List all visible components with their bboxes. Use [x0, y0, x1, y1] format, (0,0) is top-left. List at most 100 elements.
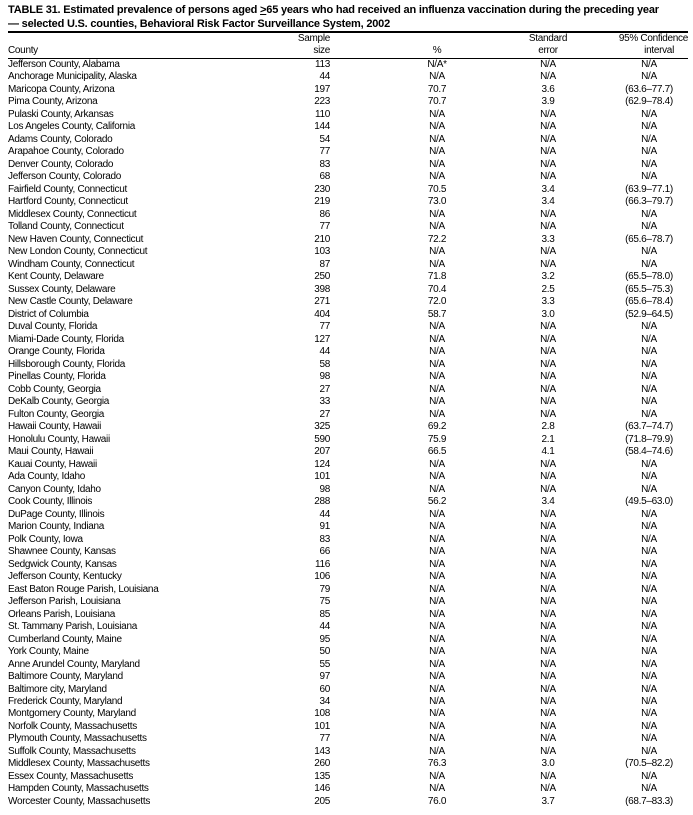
county-cell: Baltimore County, Maryland — [8, 671, 123, 682]
sample-size-cell: 75 — [319, 596, 330, 608]
confidence-interval-cell: N/A — [641, 358, 657, 370]
confidence-interval-cell: (52.9–64.5) — [625, 308, 673, 320]
percent-cell: 70.5 — [427, 183, 447, 195]
confidence-interval-cell: N/A — [641, 621, 657, 633]
sample-size-cell: 146 — [314, 783, 330, 795]
sample-size-cell: 77 — [319, 733, 330, 745]
county-cell: Middlesex County, Connecticut — [8, 208, 137, 220]
confidence-interval-cell: N/A — [641, 258, 657, 270]
percent-cell: N/A — [429, 171, 445, 183]
standard-error-cell: N/A — [540, 671, 556, 682]
table-row: Marion County, Indiana 91 N/A N/A N/A — [0, 521, 693, 534]
standard-error-cell: N/A — [540, 158, 556, 170]
table-row: Duval County, Florida 77 N/A N/A N/A — [0, 321, 693, 334]
percent-cell: 75.9 — [427, 433, 447, 445]
county-cell: New Haven County, Connecticut — [8, 233, 144, 245]
percent-cell: N/A — [429, 246, 445, 258]
standard-error-cell: 3.4 — [541, 496, 555, 508]
standard-error-cell: N/A — [540, 383, 556, 395]
table-row: Pulaski County, Arkansas 110 N/A N/A N/A — [0, 109, 693, 122]
table-row: Hillsborough County, Florida 58 N/A N/A N/A — [0, 359, 693, 372]
table-row: Jefferson County, Colorado 68 N/A N/A N/A — [0, 171, 693, 184]
percent-cell: 73.0 — [427, 196, 447, 208]
table-row: Jefferson County, Kentucky 106 N/A N/A N/A — [0, 571, 693, 584]
county-cell: Kent County, Delaware — [8, 271, 104, 283]
standard-error-cell: N/A — [540, 371, 556, 383]
table-row: Anchorage Municipality, Alaska 44 N/A N/A N/… — [0, 71, 693, 84]
percent-cell: N/A — [429, 608, 445, 620]
county-cell: Plymouth County, Massachusetts — [8, 733, 147, 745]
percent-cell: N/A — [429, 208, 445, 220]
county-cell: Miami-Dade County, Florida — [8, 333, 124, 345]
confidence-interval-cell: N/A — [641, 396, 657, 408]
greater-or-equal-symbol: > — [260, 4, 267, 16]
county-cell: Jefferson County, Colorado — [8, 171, 122, 183]
sample-size-cell: 103 — [314, 246, 330, 258]
county-cell: Marion County, Indiana — [8, 521, 105, 533]
table-row: Hartford County, Connecticut 219 73.0 3.4 (6… — [0, 196, 693, 209]
percent-cell: N/A — [429, 646, 445, 658]
confidence-interval-cell: N/A — [641, 371, 657, 383]
sample-size-cell: 108 — [314, 708, 330, 720]
standard-error-cell: N/A — [540, 558, 556, 570]
confidence-interval-cell: N/A — [641, 71, 657, 83]
standard-error-cell: N/A — [540, 71, 556, 83]
header-confidence-interval: 95% Confidence interval — [618, 33, 688, 56]
table-row: Worcester County, Massachusetts 205 76.0 3.… — [0, 796, 693, 809]
standard-error-cell: N/A — [540, 246, 556, 258]
table-row: Denver County, Colorado 83 N/A N/A N/A — [0, 159, 693, 172]
confidence-interval-cell: N/A — [641, 121, 657, 133]
table-row: Kent County, Delaware 250 71.8 3.2 (65.5–78.… — [0, 271, 693, 284]
percent-cell: 69.2 — [427, 421, 447, 433]
county-cell: Maui County, Hawaii — [8, 446, 94, 458]
standard-error-cell: 2.5 — [541, 283, 555, 295]
confidence-interval-cell: N/A — [641, 783, 657, 795]
standard-error-cell: 3.4 — [541, 183, 555, 195]
confidence-interval-cell: N/A — [641, 683, 657, 695]
sample-size-cell: 197 — [314, 83, 330, 95]
sample-size-cell: 58 — [319, 358, 330, 370]
percent-cell: N/A — [429, 683, 445, 695]
standard-error-cell: N/A — [540, 521, 556, 533]
county-cell: Orange County, Florida — [8, 346, 105, 358]
table-row: Adams County, Colorado 54 N/A N/A N/A — [0, 134, 693, 147]
sample-size-cell: 85 — [319, 608, 330, 620]
sample-size-cell: 223 — [314, 96, 330, 108]
confidence-interval-cell: (65.5–78.0) — [625, 271, 673, 283]
percent-cell: N/A — [429, 483, 445, 495]
county-cell: York County, Maine — [8, 646, 89, 658]
standard-error-cell: 2.1 — [541, 433, 555, 445]
county-cell: East Baton Rouge Parish, Louisiana — [8, 583, 159, 595]
county-cell: DeKalb County, Georgia — [8, 396, 110, 408]
county-cell: Worcester County, Massachusetts — [8, 795, 151, 807]
confidence-interval-cell: N/A — [641, 658, 657, 670]
table-row: Pima County, Arizona 223 70.7 3.9 (62.9–78.4… — [0, 96, 693, 109]
sample-size-cell: 27 — [319, 408, 330, 420]
standard-error-cell: N/A — [540, 646, 556, 658]
confidence-interval-cell: N/A — [641, 546, 657, 558]
percent-cell: 71.8 — [427, 271, 447, 283]
confidence-interval-cell: N/A — [641, 671, 657, 682]
table-row: Canyon County, Idaho 98 N/A N/A N/A — [0, 484, 693, 497]
percent-cell: N/A — [429, 408, 445, 420]
percent-cell: N/A — [429, 733, 445, 745]
confidence-interval-cell: N/A — [641, 158, 657, 170]
table-row: Fulton County, Georgia 27 N/A N/A N/A — [0, 409, 693, 422]
sample-size-cell: 50 — [319, 646, 330, 658]
standard-error-cell: N/A — [540, 770, 556, 782]
table-row: St. Tammany Parish, Louisiana 44 N/A N/A N/A — [0, 621, 693, 634]
county-cell: Honolulu County, Hawaii — [8, 433, 110, 445]
standard-error-cell: N/A — [540, 471, 556, 483]
table-row: Polk County, Iowa 83 N/A N/A N/A — [0, 534, 693, 547]
percent-cell: 66.5 — [427, 446, 447, 458]
percent-cell: N/A — [429, 108, 445, 120]
confidence-interval-cell: (63.7–74.7) — [625, 421, 673, 433]
table-row: Tolland County, Connecticut 77 N/A N/A N/A — [0, 221, 693, 234]
county-cell: Hawaii County, Hawaii — [8, 421, 101, 433]
confidence-interval-cell: N/A — [641, 133, 657, 145]
percent-cell: N/A — [429, 458, 445, 470]
table-row: Baltimore city, Maryland 60 N/A N/A N/A — [0, 684, 693, 697]
county-cell: New London County, Connecticut — [8, 246, 148, 258]
confidence-interval-cell: N/A — [641, 408, 657, 420]
county-cell: Arapahoe County, Colorado — [8, 146, 124, 158]
